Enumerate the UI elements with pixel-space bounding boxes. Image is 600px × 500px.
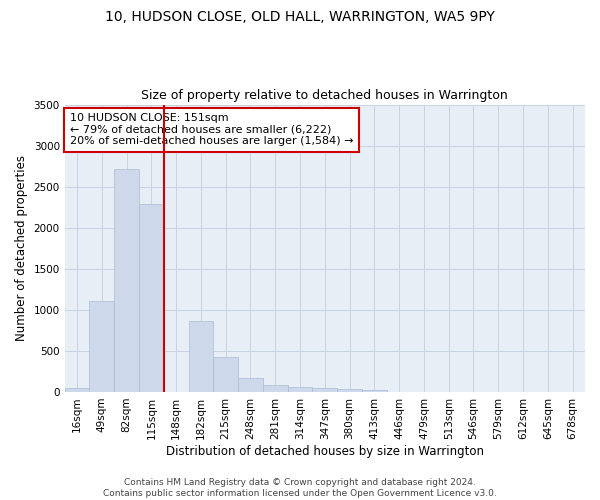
Text: Contains HM Land Registry data © Crown copyright and database right 2024.
Contai: Contains HM Land Registry data © Crown c…: [103, 478, 497, 498]
Bar: [362, 390, 387, 392]
Bar: [188, 320, 214, 392]
Bar: [238, 378, 263, 392]
Y-axis label: Number of detached properties: Number of detached properties: [15, 156, 28, 342]
Title: Size of property relative to detached houses in Warrington: Size of property relative to detached ho…: [142, 89, 508, 102]
Bar: [89, 301, 114, 392]
Bar: [114, 168, 139, 392]
Bar: [263, 384, 287, 392]
Bar: [313, 388, 337, 392]
Bar: [214, 358, 238, 392]
Text: 10, HUDSON CLOSE, OLD HALL, WARRINGTON, WA5 9PY: 10, HUDSON CLOSE, OLD HALL, WARRINGTON, …: [105, 10, 495, 24]
Bar: [139, 204, 164, 392]
X-axis label: Distribution of detached houses by size in Warrington: Distribution of detached houses by size …: [166, 444, 484, 458]
Text: 10 HUDSON CLOSE: 151sqm
← 79% of detached houses are smaller (6,222)
20% of semi: 10 HUDSON CLOSE: 151sqm ← 79% of detache…: [70, 113, 353, 146]
Bar: [287, 387, 313, 392]
Bar: [337, 390, 362, 392]
Bar: [65, 388, 89, 392]
